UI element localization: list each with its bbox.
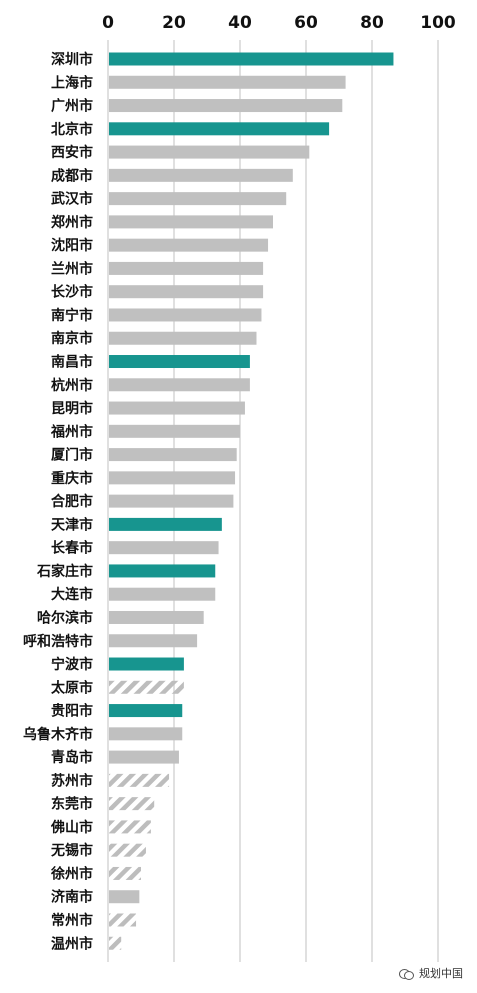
x-tick-label: 20 [162,13,186,33]
bar [109,261,264,275]
watermark: 规划中国 [399,965,463,981]
bar [109,122,330,136]
bar [109,820,151,834]
category-label: 西安市 [51,144,93,161]
category-label: 贵阳市 [51,703,93,720]
category-label: 成都市 [51,167,93,184]
category-label: 宁波市 [51,656,93,673]
category-label: 北京市 [51,121,93,138]
bar [109,727,183,741]
bar [109,471,236,485]
category-label: 福州市 [50,423,93,440]
x-tick-label: 0 [102,13,114,33]
category-label: 乌鲁木齐市 [23,726,93,743]
category-label: 苏州市 [51,772,93,789]
bar [109,541,219,555]
bar [109,75,346,89]
category-label: 上海市 [51,74,93,91]
category-label: 太原市 [51,679,93,696]
bar [109,750,179,764]
bar [109,99,343,113]
category-label: 昆明市 [51,400,93,417]
bar [109,913,137,927]
category-label: 徐州市 [50,865,93,882]
bar [109,52,394,66]
bar [109,424,240,438]
bar [109,168,293,182]
bar [109,843,146,857]
bar [109,890,140,904]
bar [109,634,198,648]
category-label: 济南市 [51,889,93,906]
category-label: 郑州市 [51,214,93,231]
category-label: 广州市 [51,98,93,115]
category-label: 大连市 [51,586,93,603]
category-label: 温州市 [51,935,93,952]
bar [109,448,237,462]
bar [109,494,234,508]
x-tick-label: 100 [420,13,456,33]
x-tick-label: 60 [294,13,318,33]
category-label: 无锡市 [50,842,93,859]
category-labels: 深圳市上海市广州市北京市西安市成都市武汉市郑州市沈阳市兰州市长沙市南宁市南京市南… [23,51,93,952]
wechat-icon [399,968,414,980]
category-label: 长春市 [51,540,93,557]
category-label: 重庆市 [51,470,93,487]
category-label: 合肥市 [51,493,93,510]
bar [109,866,141,880]
bar [109,517,222,531]
category-label: 武汉市 [51,191,93,208]
category-label: 兰州市 [51,260,93,277]
bar [109,331,257,345]
category-label: 石家庄市 [36,563,93,580]
bar [109,145,310,159]
category-label: 常州市 [51,912,93,929]
bar [109,192,287,206]
x-tick-label: 80 [360,13,384,33]
bars [109,52,394,950]
x-axis-ticks: 0 20 40 60 80 100 [102,13,456,33]
category-label: 青岛市 [51,749,93,766]
bar [109,704,183,718]
category-label: 深圳市 [51,51,93,68]
bar [109,773,170,787]
x-tick-label: 40 [228,13,252,33]
bar [109,238,269,252]
category-label: 南宁市 [51,307,93,324]
bar [109,680,184,694]
category-label: 哈尔滨市 [37,609,93,626]
watermark-text: 规划中国 [419,967,463,980]
category-label: 东莞市 [51,796,93,813]
category-label: 天津市 [51,516,93,533]
bar [109,797,155,811]
category-label: 呼和浩特市 [23,633,93,650]
category-label: 厦门市 [51,447,93,464]
category-label: 南京市 [51,330,93,347]
bar [109,215,273,229]
bar [109,564,216,578]
bar [109,308,262,322]
bar [109,401,245,415]
category-label: 南昌市 [51,354,93,371]
category-label: 杭州市 [51,377,93,394]
category-label: 长沙市 [51,284,93,301]
bar [109,657,184,671]
bar [109,285,264,299]
category-label: 沈阳市 [51,237,93,254]
bar [109,378,250,392]
bar [109,936,122,950]
category-label: 佛山市 [50,819,93,836]
bar [109,587,216,601]
bar [109,610,204,624]
bar [109,355,250,369]
